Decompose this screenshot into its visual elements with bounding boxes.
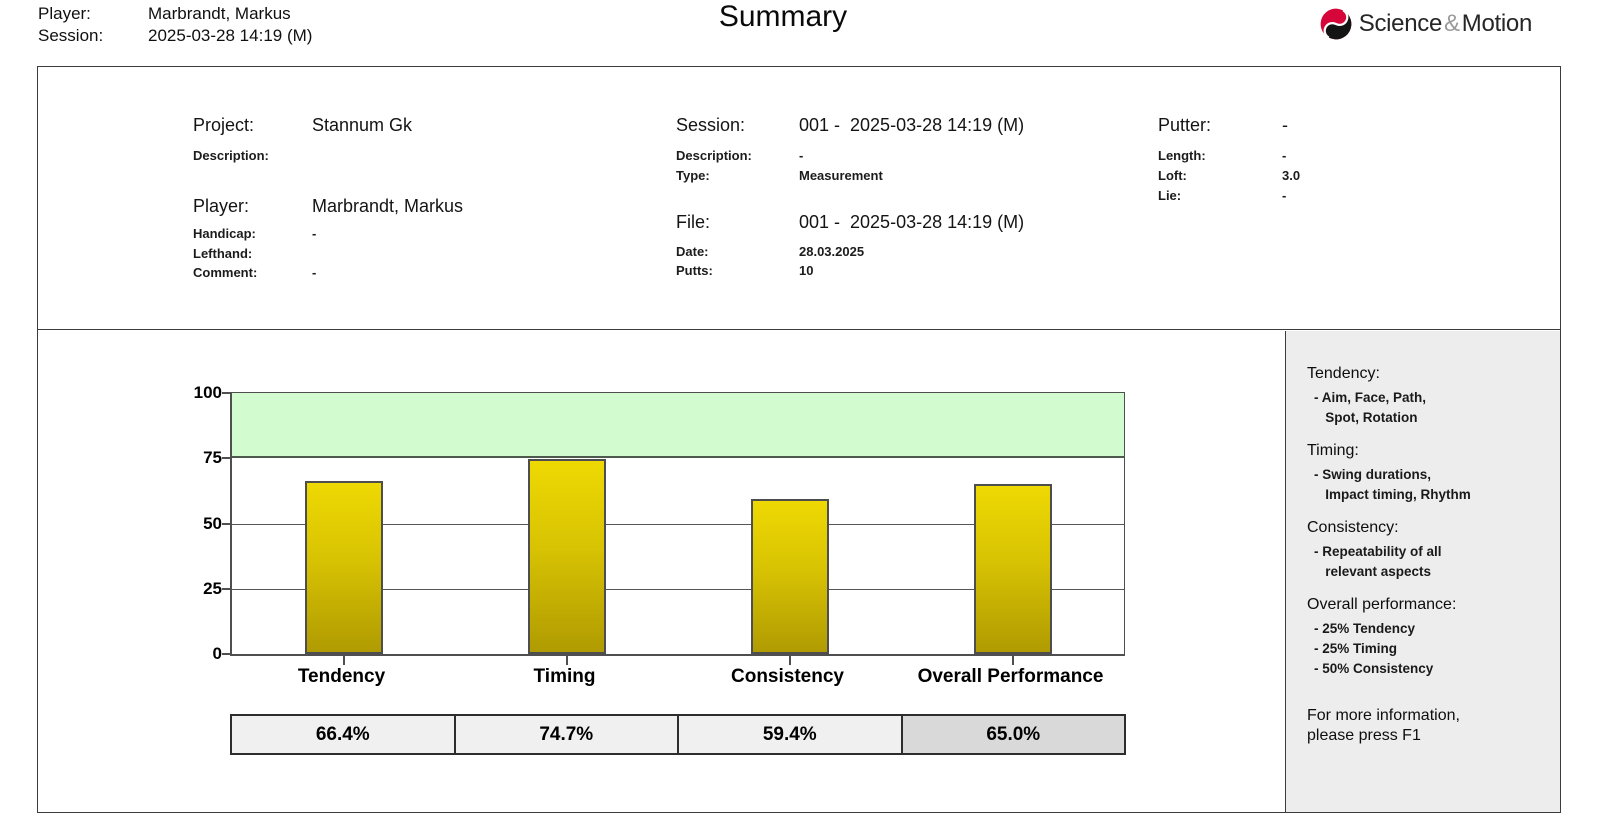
sidebar-section-title-tendency-: Tendency:: [1307, 364, 1380, 382]
sidebar-section-title-overall-performance-: Overall performance:: [1307, 595, 1457, 613]
y-axis-tick-25: [222, 587, 231, 590]
sidebar-section-line: Spot, Rotation: [1314, 409, 1418, 425]
sidebar-section-title-timing-: Timing:: [1307, 441, 1359, 459]
lie-label: Lie:: [1158, 188, 1182, 203]
handicap-label: Handicap:: [193, 226, 256, 241]
bar-timing: [527, 459, 606, 654]
gridline-25: [232, 588, 1124, 590]
project-value: Stannum Gk: [312, 115, 413, 135]
header-player-value: Marbrandt, Markus: [148, 4, 291, 23]
bar-tendency: [304, 480, 383, 654]
player-value: Marbrandt, Markus: [312, 196, 464, 216]
science-and-motion-logo-icon: [1320, 8, 1352, 40]
project-label: Project:: [193, 115, 255, 135]
sidebar-section-line: - Repeatability of all: [1314, 543, 1442, 559]
putts-value: 10: [799, 263, 814, 278]
file-value: 001 - 2025-03-28 14:19 (M): [799, 212, 1025, 232]
loft-value: 3.0: [1282, 168, 1301, 183]
y-axis-tick-50: [222, 522, 231, 525]
value-cell-consistency: 59.4%: [677, 716, 901, 753]
green-target-zone: [232, 393, 1124, 459]
type-value: Measurement: [799, 168, 883, 183]
sidebar-sections: Tendency: - Aim, Face, Path, Spot, Rotati…: [1307, 365, 1550, 679]
logo-word-science: Science: [1358, 10, 1443, 37]
category-label-consistency: Consistency: [731, 666, 844, 687]
category-label-row: Tendency Timing Consistency Overall Perform…: [230, 666, 1122, 688]
session-description-value: -: [799, 148, 804, 163]
date-value: 28.03.2025: [799, 244, 865, 259]
length-value: -: [1282, 148, 1287, 163]
section-divider-line: [37, 329, 1561, 330]
bar-consistency: [750, 498, 829, 654]
putter-label: Putter:: [1158, 115, 1212, 135]
player-label: Player:: [193, 196, 250, 216]
sidebar-section-title-consistency-: Consistency:: [1307, 518, 1399, 536]
bar-overall-performance: [973, 484, 1052, 654]
logo-word-motion: Motion: [1461, 10, 1533, 37]
logo-text: Science&Motion: [1358, 10, 1533, 38]
sidebar-section-line: - 25% Tendency: [1314, 620, 1416, 636]
x-axis-tick-timing: [565, 656, 568, 665]
comment-value: -: [312, 265, 317, 280]
y-axis-tick-100: [222, 392, 231, 394]
explanation-sidebar: Tendency: - Aim, Face, Path, Spot, Rotati…: [1285, 330, 1560, 812]
comment-label: Comment:: [193, 265, 258, 280]
sidebar-footer-line: For more information,: [1307, 706, 1460, 724]
handicap-value: -: [312, 226, 317, 241]
header-session-value: 2025-03-28 14:19 (M): [148, 26, 313, 45]
y-axis-tick-75: [222, 457, 231, 460]
x-axis-tick-tendency: [342, 656, 345, 665]
project-description-label: Description:: [193, 148, 269, 163]
category-label-tendency: Tendency: [297, 666, 386, 687]
type-label: Type:: [676, 168, 710, 183]
sidebar-footer: For more information, please press F1: [1307, 706, 1550, 746]
percentage-value-table: 66.4% 74.7% 59.4% 65.0%: [230, 714, 1126, 755]
session-value: 001 - 2025-03-28 14:19 (M): [799, 115, 1025, 135]
y-axis-label-50: 50: [203, 513, 222, 533]
sidebar-section-line: - Aim, Face, Path,: [1314, 389, 1427, 405]
lefthand-label: Lefthand:: [193, 246, 253, 261]
putts-label: Putts:: [676, 263, 713, 278]
value-cell-timing: 74.7%: [453, 716, 677, 753]
x-axis-tick-consistency: [788, 656, 791, 665]
y-axis-label-0: 0: [212, 644, 222, 663]
header-player-label: Player:: [38, 4, 91, 23]
value-cell-tendency: 66.4%: [232, 716, 454, 753]
sidebar-section-line: - Swing durations,: [1314, 466, 1431, 482]
gridline-50: [232, 523, 1124, 525]
sidebar-section-line: Impact timing, Rhythm: [1314, 486, 1471, 502]
file-label: File:: [676, 212, 711, 232]
sidebar-section-line: relevant aspects: [1314, 563, 1432, 579]
y-axis-tick-0: [222, 653, 231, 655]
value-cell-overall-performance: 65.0%: [900, 716, 1124, 753]
x-axis-tick-overall-performance: [1011, 656, 1014, 665]
sidebar-section-line: - 25% Timing: [1314, 640, 1398, 656]
y-axis-label-25: 25: [203, 578, 222, 598]
logo-ampersand: &: [1444, 10, 1460, 37]
y-axis-label-75: 75: [203, 448, 222, 468]
category-label-overall-performance: Overall Performance: [917, 666, 1104, 687]
page-title: Summary: [718, 0, 848, 33]
category-label-timing: Timing: [533, 666, 596, 687]
date-label: Date:: [676, 244, 709, 259]
session-description-label: Description:: [676, 148, 752, 163]
header-player-row: Player: Marbrandt, Markus: [38, 3, 291, 25]
sidebar-section-line: - 50% Consistency: [1314, 660, 1434, 676]
header-session-label: Session:: [38, 26, 104, 45]
loft-label: Loft:: [1158, 168, 1187, 183]
length-label: Length:: [1158, 148, 1206, 163]
putter-value: -: [1282, 115, 1288, 135]
performance-bar-chart: 0 25 50 75 100: [194, 383, 1125, 665]
science-and-motion-logo: Science&Motion: [1320, 8, 1532, 40]
lie-value: -: [1282, 188, 1287, 203]
session-label: Session:: [676, 115, 746, 135]
y-axis-label-100: 100: [193, 383, 222, 402]
header-session-row: Session: 2025-03-28 14:19 (M): [38, 25, 312, 47]
sidebar-footer-line: please press F1: [1307, 726, 1421, 744]
